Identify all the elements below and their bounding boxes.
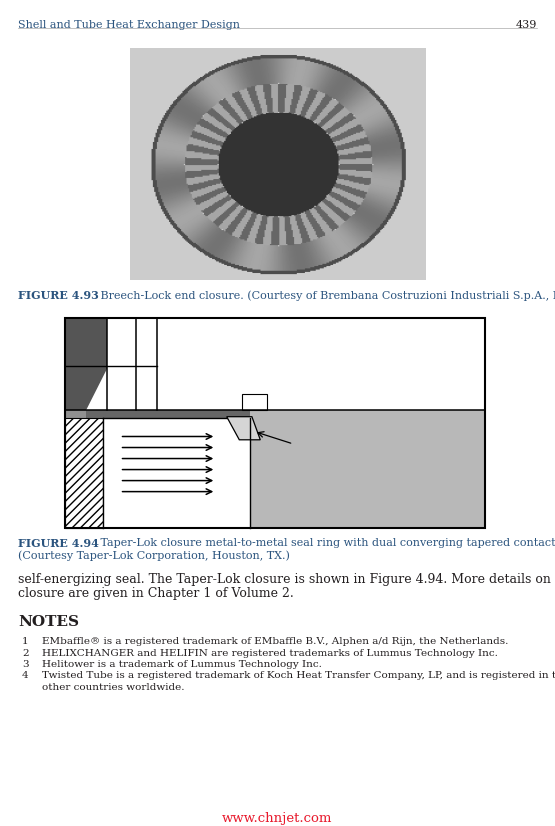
Text: self-energizing seal. The Taper-Lok closure is shown in Figure 4.94. More detail: self-energizing seal. The Taper-Lok clos… xyxy=(18,573,555,586)
Bar xyxy=(65,411,250,528)
Text: 4: 4 xyxy=(22,672,29,681)
Text: FIGURE 4.94: FIGURE 4.94 xyxy=(18,538,99,549)
Text: HELIXCHANGER and HELIFIN are registered trademarks of Lummus Technology Inc.: HELIXCHANGER and HELIFIN are registered … xyxy=(42,648,498,657)
Text: 439: 439 xyxy=(516,20,537,30)
Text: EMbaffle® is a registered trademark of EMbaffle B.V., Alphen a/d Rijn, the Nethe: EMbaffle® is a registered trademark of E… xyxy=(42,637,508,646)
Text: 3: 3 xyxy=(22,660,29,669)
Text: PSI: PSI xyxy=(115,428,135,439)
Polygon shape xyxy=(226,416,260,439)
Text: FIGURE 4.93: FIGURE 4.93 xyxy=(18,290,99,301)
Text: www.chnjet.com: www.chnjet.com xyxy=(222,812,332,825)
Text: NOTES: NOTES xyxy=(18,615,79,629)
Text: Converging angles: Converging angles xyxy=(295,441,401,451)
Text: Taper-Lok closure metal-to-metal seal ring with dual converging tapered contact : Taper-Lok closure metal-to-metal seal ri… xyxy=(90,538,555,548)
Bar xyxy=(107,318,137,411)
Polygon shape xyxy=(65,318,107,411)
Bar xyxy=(107,318,158,366)
Bar xyxy=(65,318,485,528)
Text: Breech-Lock end closure. (Courtesy of Brembana Costruzioni Industriali S.p.A., M: Breech-Lock end closure. (Courtesy of Br… xyxy=(90,290,555,301)
Bar xyxy=(86,411,250,418)
Bar xyxy=(65,318,485,528)
Bar xyxy=(65,418,103,528)
Text: Helitower is a trademark of Lummus Technology Inc.: Helitower is a trademark of Lummus Techn… xyxy=(42,660,322,669)
Text: closure are given in Chapter 1 of Volume 2.: closure are given in Chapter 1 of Volume… xyxy=(18,587,294,600)
Bar xyxy=(103,418,250,528)
Bar xyxy=(158,318,485,411)
Text: other countries worldwide.: other countries worldwide. xyxy=(42,683,184,692)
Text: (Courtesy Taper-Lok Corporation, Houston, TX.): (Courtesy Taper-Lok Corporation, Houston… xyxy=(18,550,290,561)
Bar xyxy=(250,411,485,528)
Text: 2: 2 xyxy=(22,648,29,657)
Text: Shell and Tube Heat Exchanger Design: Shell and Tube Heat Exchanger Design xyxy=(18,20,240,30)
Text: 1: 1 xyxy=(22,637,29,646)
Bar xyxy=(242,394,268,411)
Text: Twisted Tube is a registered trademark of Koch Heat Transfer Company, LP, and is: Twisted Tube is a registered trademark o… xyxy=(42,672,555,681)
Bar xyxy=(137,318,158,411)
